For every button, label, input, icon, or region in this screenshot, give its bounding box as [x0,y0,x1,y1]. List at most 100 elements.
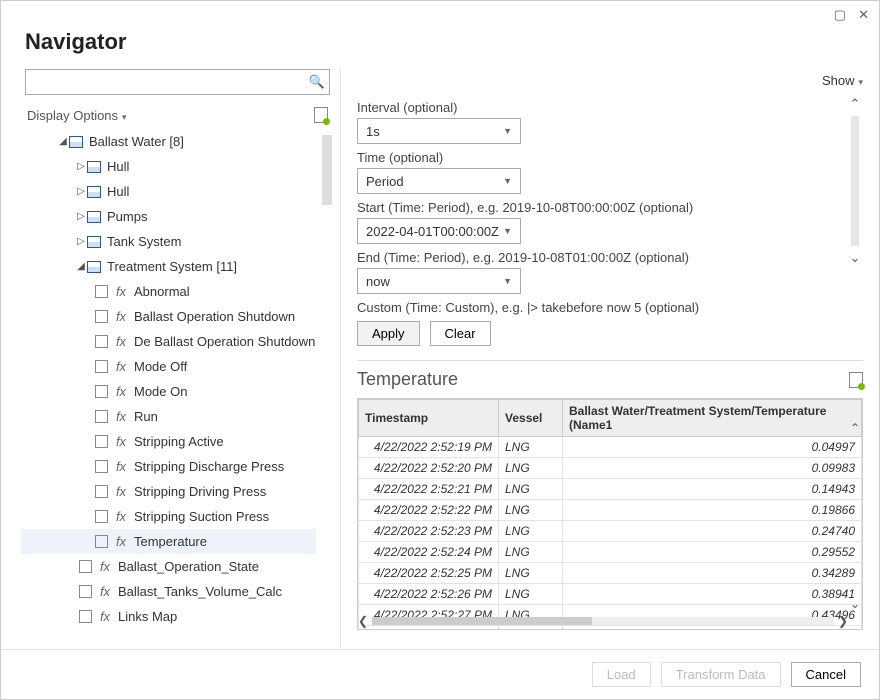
tree-fx-node[interactable]: fxBallast Operation Shutdown [21,304,316,329]
expand-icon[interactable]: ▷ [75,236,87,247]
checkbox[interactable] [95,385,108,398]
start-label: Start (Time: Period), e.g. 2019-10-08T00… [357,200,841,215]
search-icon[interactable]: 🔍 [305,74,329,90]
expand-icon[interactable]: ▷ [75,161,87,172]
tree-fx-node[interactable]: fxStripping Discharge Press [21,454,316,479]
new-query-icon[interactable] [314,107,328,123]
tree-scrollbar[interactable] [322,135,332,205]
checkbox[interactable] [95,285,108,298]
tree-fx-node[interactable]: fxBallast_Tanks_Volume_Calc [21,579,316,604]
tree-fx-node[interactable]: fxDe Ballast Operation Shutdown [21,329,316,354]
form-scrollbar[interactable]: ⌃ ⌄ [847,96,863,266]
tree-node[interactable]: ▷Hull [21,154,316,179]
scroll-up-icon[interactable]: ⌃ [850,421,860,435]
grid-hscroll[interactable]: ❮ ❯ [358,613,848,629]
close-icon[interactable]: ✕ [858,7,869,23]
fx-icon: fx [98,559,112,574]
fx-icon: fx [114,484,128,499]
table-row[interactable]: 4/22/2022 2:52:22 PMLNG0.19866 [359,500,862,521]
tree-fx-node[interactable]: fxStripping Suction Press [21,504,316,529]
checkbox[interactable] [79,560,92,573]
fx-icon: fx [114,334,128,349]
checkbox[interactable] [79,610,92,623]
chevron-down-icon: ▼ [503,276,512,286]
cell: 4/22/2022 2:52:23 PM [359,521,499,542]
search-input[interactable] [26,75,305,90]
transform-button[interactable]: Transform Data [661,662,781,687]
display-options-menu[interactable]: Display Options [27,108,127,123]
tree-label: Ballast Operation Shutdown [134,309,295,324]
scroll-up-icon[interactable]: ⌃ [850,96,861,112]
cell: 4/22/2022 2:52:20 PM [359,458,499,479]
scroll-thumb[interactable] [372,617,592,625]
cell: 0.34289 [563,563,862,584]
expand-icon[interactable]: ▷ [75,211,87,222]
checkbox[interactable] [95,360,108,373]
interval-combo[interactable]: 1s▼ [357,118,521,144]
column-header[interactable]: Ballast Water/Treatment System/Temperatu… [563,400,862,437]
checkbox[interactable] [95,460,108,473]
tree-label: Run [134,409,158,424]
tree-fx-node[interactable]: fxAbnormal [21,279,316,304]
end-combo[interactable]: now▼ [357,268,521,294]
time-combo[interactable]: Period▼ [357,168,521,194]
apply-button[interactable]: Apply [357,321,420,346]
table-row[interactable]: 4/22/2022 2:52:20 PMLNG0.09983 [359,458,862,479]
tree-node-treatment[interactable]: ◢ Treatment System [11] [21,254,316,279]
scroll-down-icon[interactable]: ⌄ [850,597,860,611]
column-header[interactable]: Timestamp [359,400,499,437]
table-row[interactable]: 4/22/2022 2:52:19 PMLNG0.04997 [359,437,862,458]
tree-fx-node[interactable]: fxLinks Map [21,604,316,629]
fx-icon: fx [114,359,128,374]
checkbox[interactable] [95,435,108,448]
expand-icon[interactable]: ▷ [75,186,87,197]
tree-node-root[interactable]: ◢ Ballast Water [8] [21,129,316,154]
table-row[interactable]: 4/22/2022 2:52:24 PMLNG0.29552 [359,542,862,563]
table-row[interactable]: 4/22/2022 2:52:25 PMLNG0.34289 [359,563,862,584]
tree-label: Links Map [118,609,177,624]
column-header[interactable]: Vessel [499,400,563,437]
maximize-icon[interactable]: ▢ [834,7,846,23]
table-icon [87,211,101,223]
checkbox[interactable] [95,535,108,548]
table-row[interactable]: 4/22/2022 2:52:21 PMLNG0.14943 [359,479,862,500]
tree-label: Stripping Suction Press [134,509,269,524]
checkbox[interactable] [95,410,108,423]
tree-fx-node[interactable]: fxStripping Driving Press [21,479,316,504]
checkbox[interactable] [95,310,108,323]
table-row[interactable]: 4/22/2022 2:52:23 PMLNG0.24740 [359,521,862,542]
scroll-track[interactable] [851,116,859,246]
tree-fx-node[interactable]: fxStripping Active [21,429,316,454]
show-menu[interactable]: Show [822,73,863,88]
scroll-left-icon[interactable]: ❮ [358,614,368,628]
cell: LNG [499,542,563,563]
collapse-icon[interactable]: ◢ [57,136,69,147]
collapse-icon[interactable]: ◢ [75,261,87,272]
window-controls: ▢ ✕ [1,1,879,23]
tree-fx-node[interactable]: fxMode On [21,379,316,404]
cancel-button[interactable]: Cancel [791,662,861,687]
tree-fx-node[interactable]: fxBallast_Operation_State [21,554,316,579]
checkbox[interactable] [95,485,108,498]
clear-button[interactable]: Clear [430,321,491,346]
tree-fx-node[interactable]: fxMode Off [21,354,316,379]
tree-node[interactable]: ▷Hull [21,179,316,204]
tree-fx-node[interactable]: fx Run [21,404,316,429]
grid-vscroll[interactable]: ⌃ ⌄ [848,421,862,611]
checkbox[interactable] [95,510,108,523]
search-input-wrap[interactable]: 🔍 [25,69,330,95]
add-query-icon[interactable] [849,372,863,388]
tree-node[interactable]: ▷Tank System [21,229,316,254]
table-row[interactable]: 4/22/2022 2:52:26 PMLNG0.38941 [359,584,862,605]
scroll-down-icon[interactable]: ⌄ [850,250,861,266]
start-combo[interactable]: 2022-04-01T00:00:00Z▼ [357,218,521,244]
checkbox[interactable] [95,335,108,348]
tree-node[interactable]: ▷Pumps [21,204,316,229]
tree-label: Treatment System [11] [107,259,237,274]
fx-icon: fx [114,409,128,424]
divider [357,360,863,361]
scroll-right-icon[interactable]: ❯ [838,614,848,628]
checkbox[interactable] [79,585,92,598]
load-button[interactable]: Load [592,662,651,687]
tree-fx-node[interactable]: fxTemperature [21,529,316,554]
